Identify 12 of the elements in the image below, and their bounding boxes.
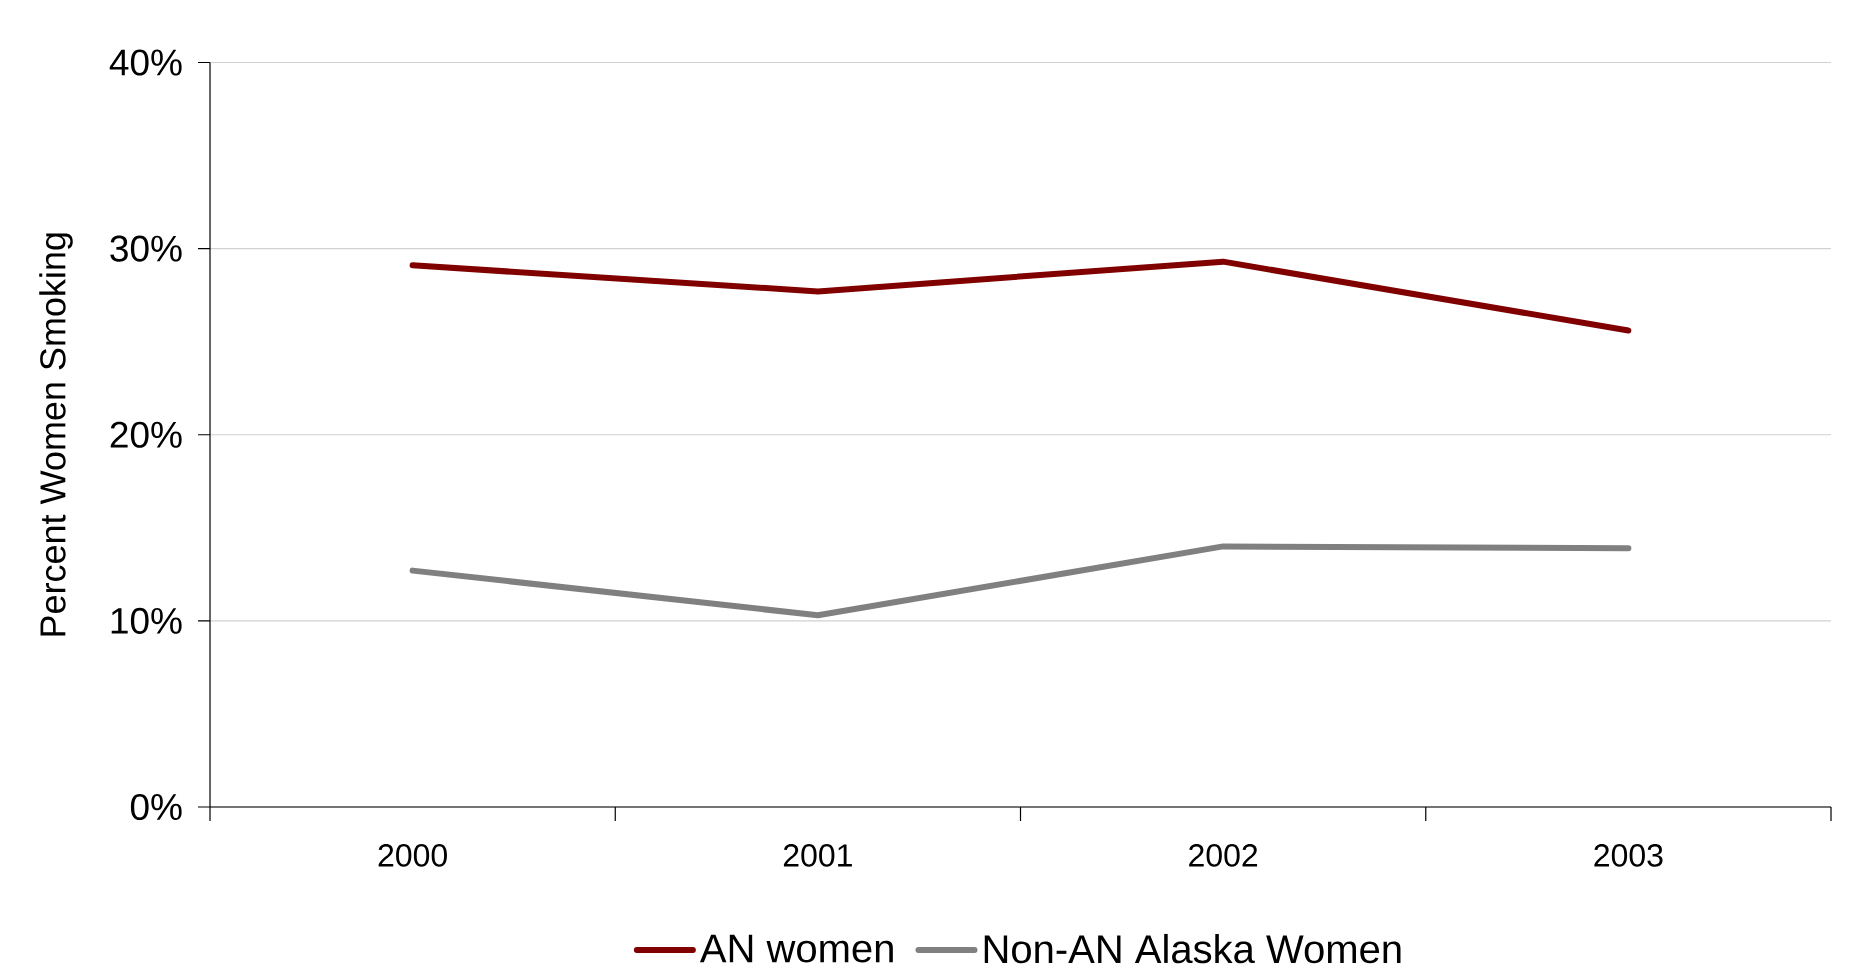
- y-tick-label: 0%: [130, 793, 182, 821]
- legend-label: AN women: [699, 934, 893, 963]
- y-axis-title: Percent Women Smoking: [39, 233, 73, 636]
- y-tick-label: 20%: [110, 421, 182, 448]
- x-tick-label: 2000: [378, 844, 447, 867]
- y-tick-label: 10%: [111, 607, 182, 634]
- y-tick-label: 40%: [109, 49, 182, 76]
- y-tick-label: 30%: [110, 235, 182, 262]
- x-tick-label: 2002: [1189, 844, 1258, 867]
- legend-label: Non-AN Alaska Women: [984, 933, 1401, 964]
- x-tick-label: 2001: [783, 844, 852, 867]
- x-tick-label: 2003: [1594, 844, 1663, 867]
